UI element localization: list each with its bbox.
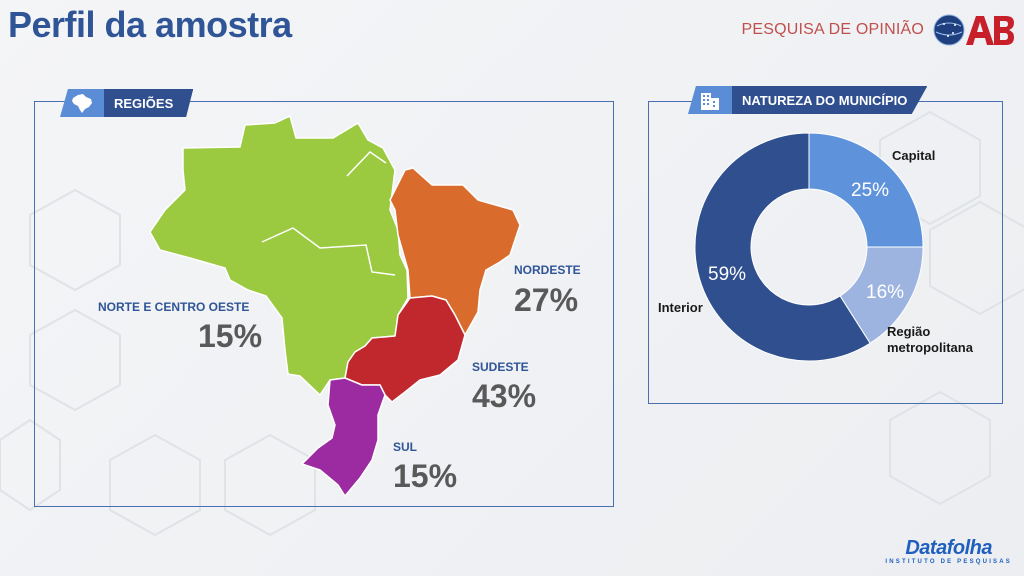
- segment-label-interior: Interior: [658, 300, 703, 315]
- region-sudeste-shape: [344, 295, 466, 403]
- region-label-sudeste: SUDESTE: [472, 360, 529, 374]
- region-percent-sul: 15%: [393, 458, 458, 494]
- survey-header: PESQUISA DE OPINIÃO: [741, 10, 1014, 50]
- oab-logo: [933, 14, 1014, 46]
- municipality-tab-label: NATUREZA DO MUNICÍPIO: [732, 86, 928, 114]
- region-label-nordeste: NORDESTE: [514, 263, 581, 277]
- regions-tab: REGIÕES: [60, 89, 194, 117]
- segment-percent-capital: 25%: [851, 180, 890, 201]
- municipality-tab: NATUREZA DO MUNICÍPIO: [688, 86, 928, 114]
- regions-panel: [34, 101, 614, 507]
- survey-label: PESQUISA DE OPINIÃO: [741, 21, 924, 38]
- region-percent-sudeste: 43%: [472, 378, 537, 414]
- brand-name: Datafolha: [905, 537, 992, 559]
- brazil-map-icon: [60, 89, 104, 117]
- region-label-sul: SUL: [393, 440, 417, 454]
- segment-label-capital: Capital: [892, 148, 936, 163]
- region-percent-nordeste: 27%: [514, 282, 579, 318]
- brand-subtitle: INSTITUTO DE PESQUISAS: [885, 559, 1012, 565]
- donut-segment-interior: [694, 132, 871, 362]
- regions-tab-label: REGIÕES: [104, 89, 194, 117]
- building-icon: [688, 86, 732, 114]
- municipality-donut-chart: [694, 132, 924, 362]
- page-title: Perfil da amostra: [8, 4, 292, 45]
- region-sul-shape: [301, 377, 386, 497]
- segment-label-regiao-metropolitana: Região metropolitana: [887, 324, 973, 355]
- segment-percent-regiao-metropolitana: 16%: [866, 282, 905, 303]
- region-nordeste-shape: [389, 167, 521, 336]
- region-label-norte-centro-oeste: NORTE E CENTRO OESTE: [98, 300, 250, 314]
- region-percent-norte-centro-oeste: 15%: [198, 318, 263, 354]
- segment-percent-interior: 59%: [708, 264, 747, 285]
- datafolha-logo: Datafolha INSTITUTO DE PESQUISAS: [885, 538, 1012, 566]
- donut-segment-capital: [808, 132, 924, 248]
